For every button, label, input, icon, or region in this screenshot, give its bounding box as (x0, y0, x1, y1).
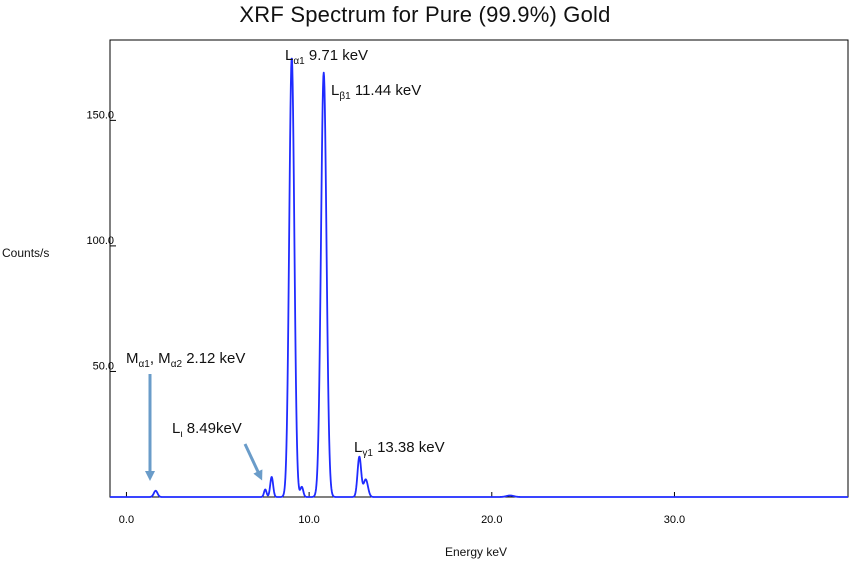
y-tick-label: 100.0 (86, 235, 114, 247)
annotation-li: Lι 8.49keV (172, 420, 242, 440)
arrow-li-peak (243, 443, 263, 481)
spectrum-line (109, 57, 849, 498)
x-ticks: 0.0 10.0 20.0 30.0 (119, 492, 685, 526)
y-tick-label: 50.0 (93, 360, 114, 372)
annotation-lb1: Lβ1 11.44 keV (331, 82, 421, 102)
x-tick-label: 20.0 (481, 514, 502, 526)
x-tick-label: 10.0 (298, 514, 319, 526)
annotation-lg1: Lγ1 13.38 keV (354, 439, 445, 459)
y-ticks: 50.0 100.0 150.0 (86, 109, 116, 372)
y-axis-label: Counts/s (2, 246, 50, 260)
x-tick-label: 30.0 (664, 514, 685, 526)
annotation-la1: Lα1 9.71 keV (285, 47, 368, 67)
x-tick-label: 0.0 (119, 514, 134, 526)
chart-title: XRF Spectrum for Pure (99.9%) Gold (239, 2, 611, 27)
annotation-ma: Mα1, Mα2 2.12 keV (126, 350, 245, 370)
y-tick-label: 150.0 (86, 109, 114, 121)
x-axis-label: Energy keV (445, 545, 508, 559)
